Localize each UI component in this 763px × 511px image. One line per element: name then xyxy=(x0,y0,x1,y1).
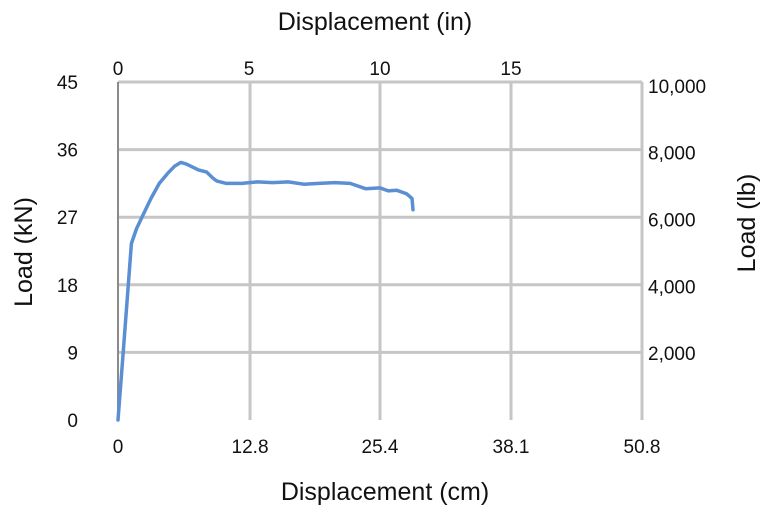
series-layer xyxy=(116,160,415,422)
x2-tick-label: 5 xyxy=(244,59,255,80)
y-tick-label: 9 xyxy=(67,343,78,364)
y-tick-label: 0 xyxy=(67,411,78,432)
y-tick-label: 45 xyxy=(57,73,78,94)
y-tick-label: 27 xyxy=(57,208,78,229)
y2-axis-title: Load (lb) xyxy=(733,174,761,273)
x-tick-label: 38.1 xyxy=(493,437,530,458)
x2-tick-label: 10 xyxy=(369,59,390,80)
y-tick-label: 36 xyxy=(57,141,78,162)
x2-tick-label: 0 xyxy=(113,59,124,80)
y2-tick-label: 6,000 xyxy=(648,211,696,232)
y2-tick-label: 4,000 xyxy=(648,277,696,298)
x-tick-label: 25.4 xyxy=(362,437,399,458)
x-tick-label: 0 xyxy=(113,437,124,458)
load-displacement-line xyxy=(116,160,415,422)
x-tick-label: 50.8 xyxy=(624,437,661,458)
x2-axis-title: Displacement (in) xyxy=(278,8,473,36)
y2-tick-label: 8,000 xyxy=(648,144,696,165)
x-axis-title: Displacement (cm) xyxy=(281,478,489,506)
y-tick-label: 18 xyxy=(57,276,78,297)
tick-labels: 0 12.8 25.4 38.1 50.8 0 9 18 27 36 45 0 5 10 15 2,000 4,… xyxy=(57,59,706,458)
x2-tick-label: 15 xyxy=(500,59,521,80)
y2-tick-label: 2,000 xyxy=(648,344,696,365)
y-axis-title: Load (kN) xyxy=(10,197,38,307)
x-tick-label: 12.8 xyxy=(232,437,269,458)
gridlines xyxy=(118,80,644,420)
y2-tick-label: 10,000 xyxy=(648,77,706,98)
